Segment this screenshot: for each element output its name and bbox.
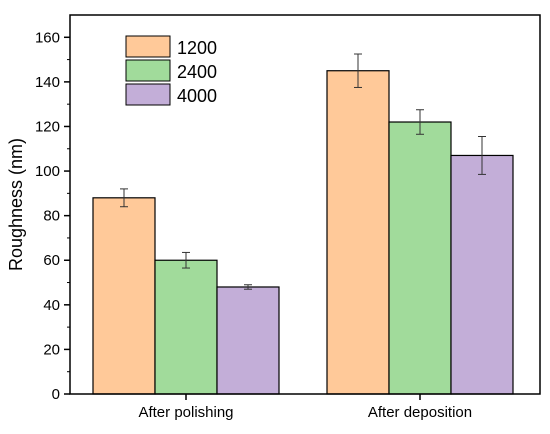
legend: 1200 2400 4000 [125,35,217,106]
bar [450,154,514,395]
bar [154,259,218,395]
plot-frame [69,14,541,395]
y-tick-label: 20 [43,341,60,358]
legend-swatch [125,35,171,58]
y-axis-title: Roughness (nm) [6,138,26,271]
y-tick-label: 140 [35,74,60,91]
x-axis: After polishing After deposition [138,394,472,421]
legend-label: 2400 [177,62,217,82]
legend-label: 4000 [177,86,217,106]
error-bars-group [120,53,486,290]
y-tick-label: 120 [35,118,60,135]
legend-swatch [125,83,171,106]
x-tick-label: After deposition [368,404,472,421]
legend-swatch [125,59,171,82]
bar [326,70,390,395]
legend-label: 1200 [177,38,217,58]
bar [216,286,280,395]
y-tick-label: 60 [43,252,60,269]
bar [92,197,156,395]
y-tick-label: 80 [43,208,60,225]
bars-group [92,70,514,395]
y-tick-label: 160 [35,29,60,46]
bar [388,121,452,395]
y-axis: 0 20 40 60 80 100 120 140 160 [35,29,70,403]
y-tick-label: 40 [43,297,60,314]
y-tick-label: 0 [52,386,60,403]
x-tick-label: After polishing [138,404,233,421]
y-tick-label: 100 [35,163,60,180]
